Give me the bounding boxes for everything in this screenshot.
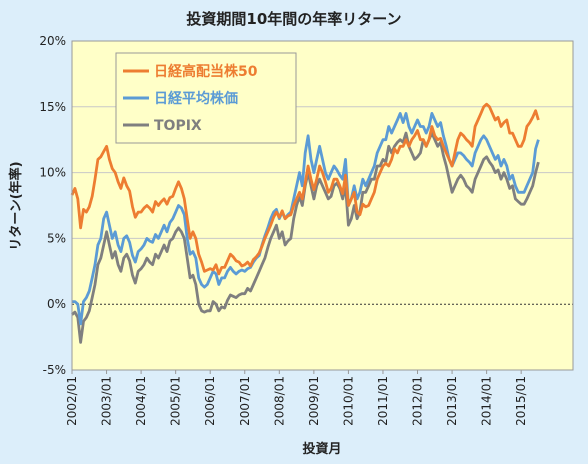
- y-tick-label: 10%: [39, 166, 66, 180]
- x-tick-label: 2013/01: [445, 376, 459, 426]
- series-layer: [70, 102, 540, 344]
- x-tick-label: 2010/01: [341, 376, 355, 426]
- legend-label-1: 日経平均株価: [154, 90, 238, 107]
- x-tick-label: 2003/01: [100, 376, 114, 426]
- x-tick-label: 2015/01: [514, 376, 528, 426]
- x-tick-label: 2009/01: [307, 376, 321, 426]
- y-tick-label: 20%: [39, 34, 66, 48]
- x-axis-title: 投資月: [302, 441, 341, 457]
- x-tick-label: 2002/01: [65, 376, 79, 426]
- x-tick-label: 2008/01: [272, 376, 286, 426]
- legend-label-2: TOPIX: [154, 118, 202, 134]
- y-tick-label: 15%: [39, 100, 66, 114]
- plot-border: [71, 40, 574, 371]
- y-axis-ticks: -5% 0% 5% 10% 15% 20%: [39, 34, 66, 377]
- legend: 日経高配当株50 日経平均株価 TOPIX: [115, 52, 297, 144]
- chart-title: 投資期間10年間の年率リターン: [186, 10, 401, 28]
- x-axis-ticks: 2002/01 2003/01 2004/01 2005/01 2006/01 2007/…: [65, 370, 528, 426]
- x-tick-label: 2007/01: [238, 376, 252, 426]
- x-tick-label: 2004/01: [134, 376, 148, 426]
- legend-label-0: 日経高配当株50: [154, 63, 258, 80]
- y-axis-title: リターン(年率): [8, 161, 24, 250]
- x-tick-label: 2011/01: [376, 376, 390, 426]
- series-line-0: [70, 102, 540, 276]
- series-line-1: [72, 112, 540, 326]
- x-tick-label: 2006/01: [203, 376, 217, 426]
- y-tick-label: -5%: [43, 363, 66, 377]
- legend-items: 日経高配当株50 日経平均株価 TOPIX: [123, 63, 258, 134]
- y-tick-label: 0%: [47, 297, 66, 311]
- y-tick-label: 5%: [47, 231, 66, 245]
- x-tick-label: 2014/01: [480, 376, 494, 426]
- x-tick-label: 2012/01: [411, 376, 425, 426]
- x-tick-label: 2005/01: [169, 376, 183, 426]
